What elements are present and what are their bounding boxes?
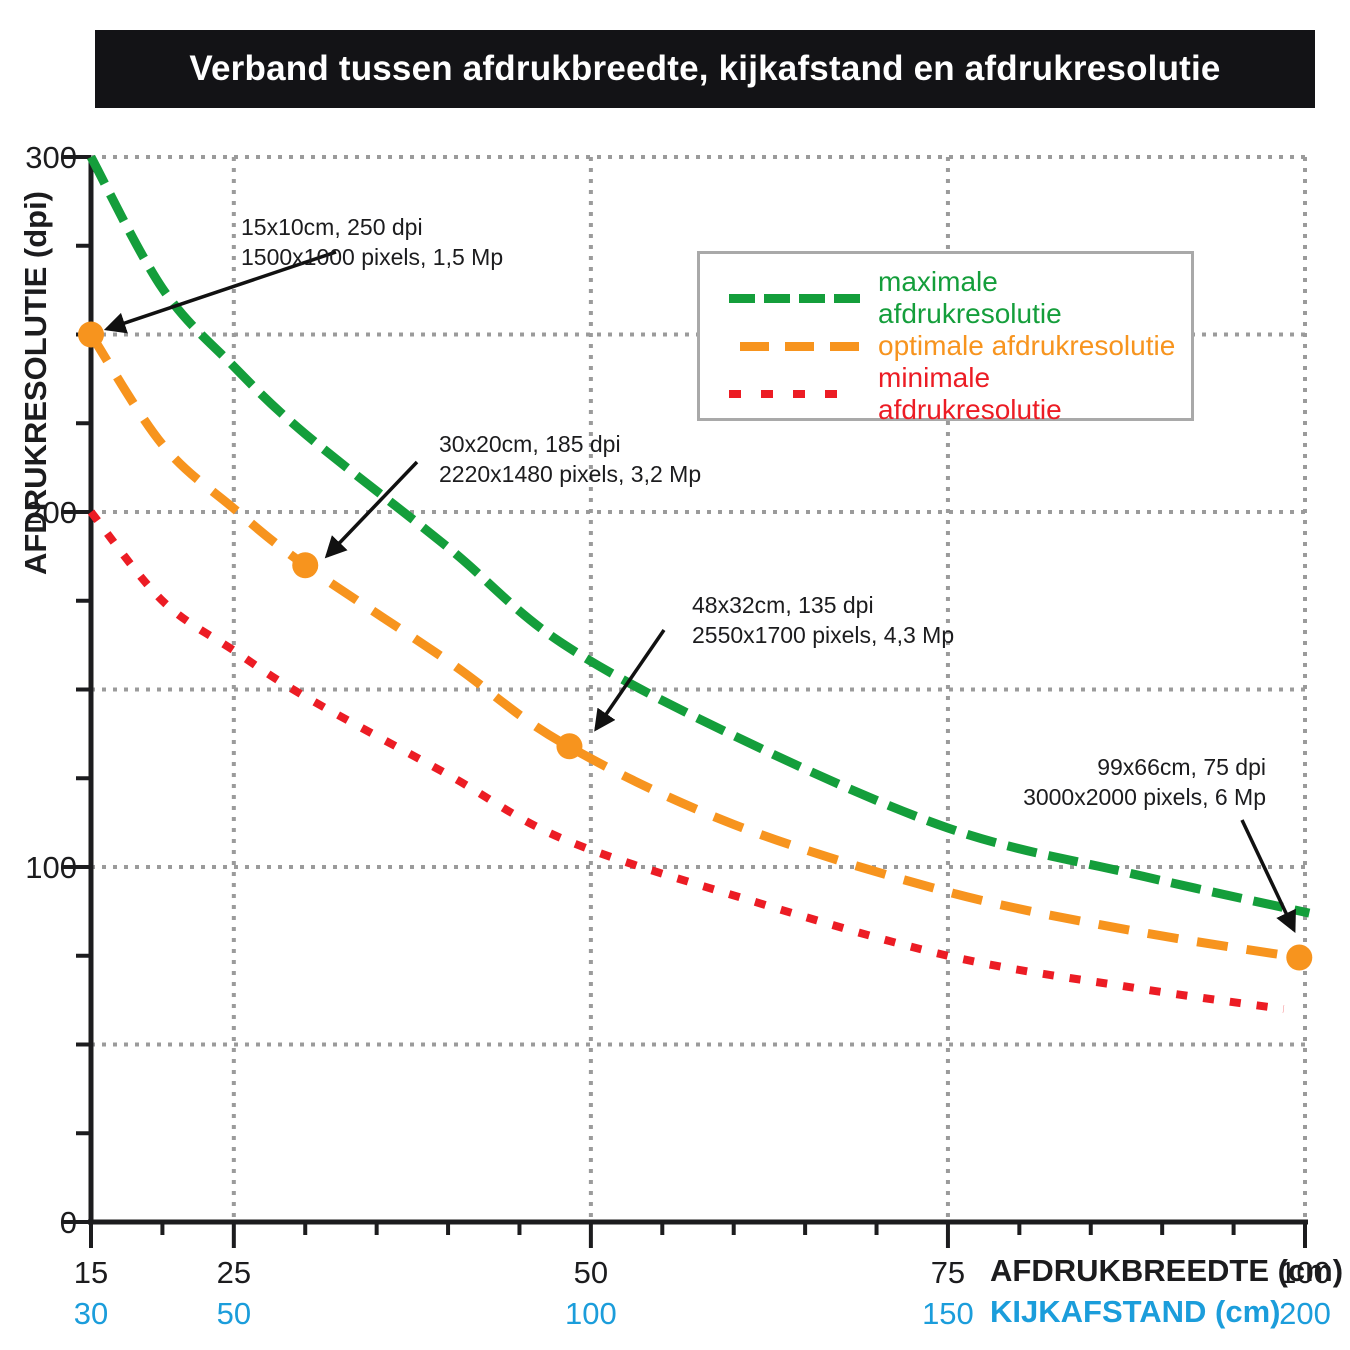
- curve-optimale: [87, 332, 1301, 962]
- annotation-arrow: [1240, 819, 1296, 933]
- chart-title-bar: Verband tussen afdrukbreedte, kijkafstan…: [95, 30, 1315, 108]
- legend-line-sample-green: [729, 293, 860, 303]
- x-tick-label: 50: [574, 1255, 608, 1290]
- legend-item-maximale: maximale afdrukresolutie: [729, 266, 1181, 330]
- annotation-line1: 30x20cm, 185 dpi: [439, 431, 621, 457]
- y-axis-title: AFDRUKRESOLUTIE (dpi): [18, 190, 53, 576]
- x-tick-label: 15: [74, 1255, 108, 1290]
- x-tick-label: 25: [217, 1255, 251, 1290]
- legend-label: minimale afdrukresolutie: [878, 362, 1062, 425]
- annotation-line2: 1500x1000 pixels, 1,5 Mp: [241, 244, 504, 270]
- x2-axis-title: KIJKAFSTAND (cm): [990, 1294, 1281, 1329]
- x2-tick-label: 50: [217, 1296, 251, 1331]
- x2-tick-label: 200: [1279, 1296, 1331, 1331]
- data-point-marker: [292, 552, 319, 579]
- annotation-line1: 48x32cm, 135 dpi: [692, 592, 874, 618]
- annotation-15x10cm: 15x10cm, 250 dpi 1500x1000 pixels, 1,5 M…: [241, 212, 503, 272]
- data-point-marker: [78, 321, 104, 348]
- legend-label: maximale afdrukresolutie: [878, 266, 1062, 329]
- annotation-48x32cm: 48x32cm, 135 dpi 2550x1700 pixels, 4,3 M…: [692, 590, 954, 650]
- y-tick-label: 200: [25, 495, 77, 530]
- annotation-arrow: [594, 629, 666, 732]
- legend-label: optimale afdrukresolutie: [878, 330, 1176, 361]
- annotation-line2: 2220x1480 pixels, 3,2 Mp: [439, 461, 702, 487]
- annotation-line2: 2550x1700 pixels, 4,3 Mp: [692, 622, 955, 648]
- chart-title: Verband tussen afdrukbreedte, kijkafstan…: [189, 49, 1221, 88]
- curve-maximale: [87, 154, 1311, 918]
- annotation-arrow: [324, 460, 419, 559]
- x2-tick-label: 150: [922, 1296, 974, 1331]
- legend-item-optimale: optimale afdrukresolutie: [729, 330, 1181, 362]
- legend-item-minimale: minimale afdrukresolutie: [729, 362, 1181, 426]
- x2-tick-label: 30: [74, 1296, 108, 1331]
- legend: maximale afdrukresolutie optimale afdruk…: [697, 251, 1194, 425]
- annotation-30x20cm: 30x20cm, 185 dpi 2220x1480 pixels, 3,2 M…: [439, 429, 701, 489]
- annotation-line1: 15x10cm, 250 dpi: [241, 214, 423, 240]
- annotation-arrow: [103, 250, 337, 334]
- legend-line-sample-red: [729, 390, 853, 398]
- annotation-line1: 99x66cm, 75 dpi: [1097, 754, 1266, 780]
- data-point-marker: [556, 733, 583, 760]
- x-tick-label: 100: [1279, 1255, 1331, 1290]
- x2-tick-label: 100: [565, 1296, 617, 1331]
- legend-line-sample-orange: [740, 341, 860, 351]
- y-tick-label: 100: [25, 850, 77, 885]
- x-tick-label: 75: [931, 1255, 965, 1290]
- annotation-99x66cm: 99x66cm, 75 dpi 3000x2000 pixels, 6 Mp: [998, 752, 1266, 812]
- annotation-line2: 3000x2000 pixels, 6 Mp: [1023, 784, 1266, 810]
- y-tick-label: 0: [60, 1205, 77, 1240]
- y-tick-label: 300: [25, 140, 77, 175]
- x-axis-title: AFDRUKBREEDTE (cm): [990, 1253, 1344, 1288]
- data-point-marker: [1286, 944, 1313, 971]
